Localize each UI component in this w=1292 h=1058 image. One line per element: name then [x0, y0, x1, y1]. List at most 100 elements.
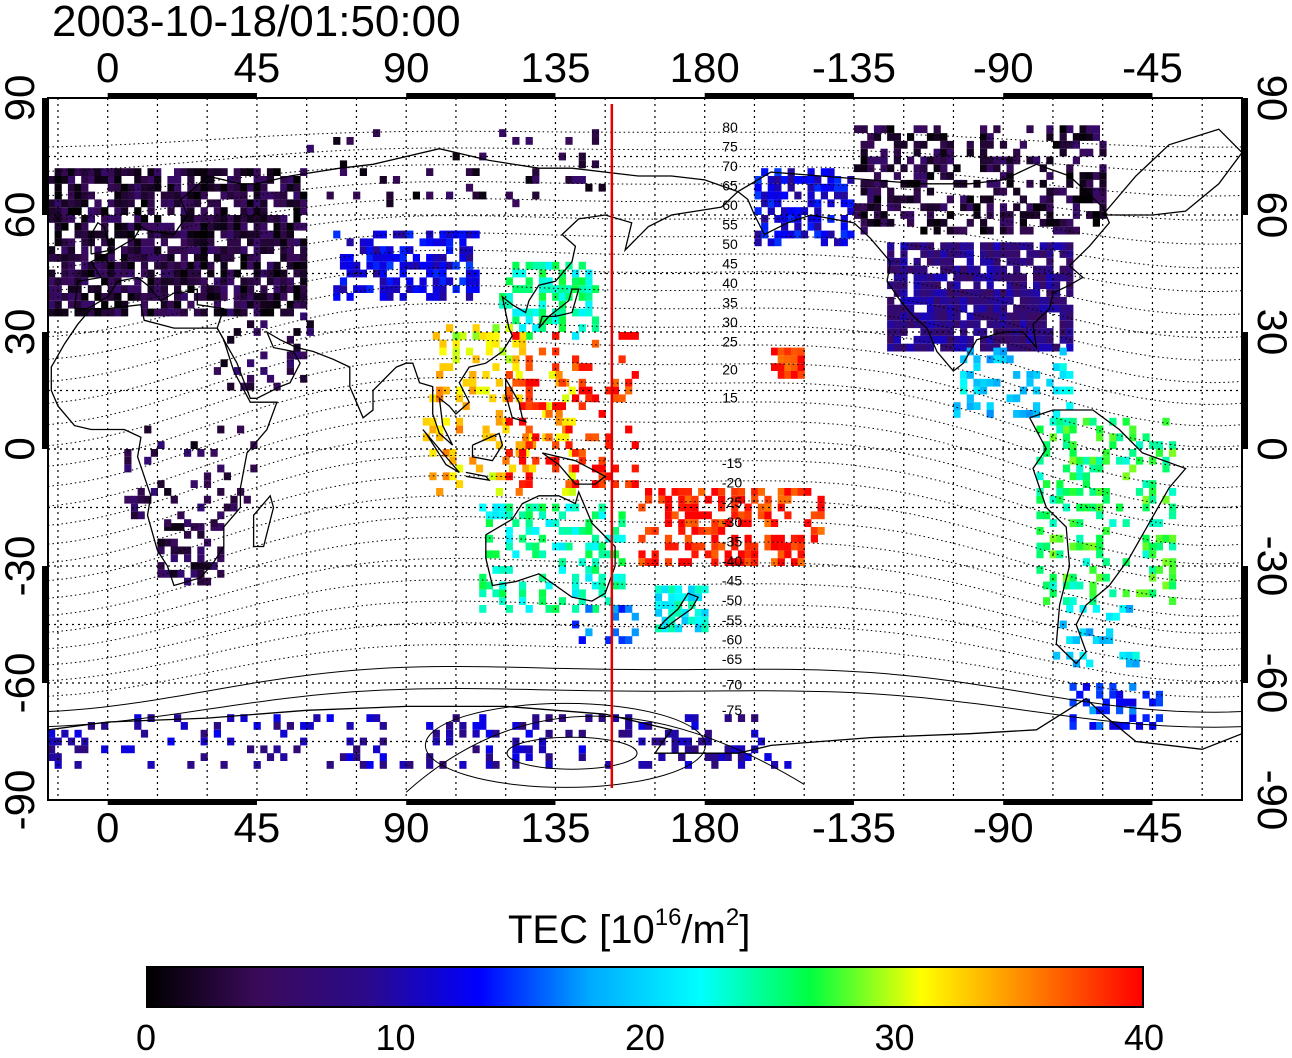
tec-cell: [913, 195, 921, 204]
tec-cell: [197, 523, 205, 531]
tec-cell: [1033, 250, 1041, 258]
tec-cell: [193, 215, 202, 223]
tec-cell: [220, 222, 228, 231]
tec-cell: [366, 714, 374, 722]
tec-cell: [439, 293, 447, 301]
tec-cell: [631, 464, 639, 473]
tec-cell: [737, 753, 746, 761]
tec-cell: [300, 191, 308, 200]
tec-cell: [940, 296, 948, 305]
tec-cell: [134, 191, 142, 200]
tec-cell: [101, 168, 109, 176]
tec-cell: [973, 281, 981, 290]
tec-cell: [220, 359, 228, 368]
tec-cell: [147, 222, 155, 231]
tec-cell: [247, 277, 255, 286]
tec-cell: [658, 495, 666, 504]
tec-cell: [127, 261, 135, 270]
tec-cell: [167, 183, 175, 192]
axis-tick-bars: [42, 93, 1248, 805]
tec-cell: [1069, 456, 1077, 465]
tec-cell: [439, 261, 447, 270]
tec-cell: [1033, 402, 1041, 410]
tec-cell: [558, 566, 566, 574]
tec-cell: [538, 285, 547, 293]
tec-cell: [797, 371, 805, 379]
contour-label: 30: [722, 314, 738, 330]
tec-cell: [121, 246, 129, 254]
tec-cell: [419, 238, 427, 247]
tec-cell: [174, 277, 182, 286]
tec-cell: [1006, 242, 1014, 251]
tec-cell: [479, 332, 487, 340]
tec-cell: [492, 324, 500, 332]
tec-cell: [1019, 273, 1027, 282]
tec-cell: [260, 230, 268, 239]
tec-cell: [558, 300, 566, 309]
tec-cell: [247, 230, 255, 239]
tec-cell: [492, 511, 500, 520]
tec-cell: [578, 378, 586, 387]
tec-cell: [512, 332, 520, 340]
tec-cell: [611, 628, 619, 637]
tec-cell: [432, 238, 440, 247]
tec-cell: [1019, 386, 1027, 395]
tec-cell: [160, 238, 168, 247]
tec-cell: [631, 612, 639, 621]
tec-cell: [525, 332, 533, 340]
tec-cell: [711, 761, 719, 769]
tec-cell: [532, 542, 540, 551]
tec-cell: [1039, 312, 1047, 321]
tec-cell: [764, 519, 772, 527]
tec-cell: [207, 293, 215, 301]
lat-label-left: -30: [0, 536, 43, 597]
tec-cell: [1033, 410, 1041, 418]
tec-cell: [887, 164, 895, 173]
contour-line: [48, 475, 1242, 565]
tec-cell: [190, 569, 198, 578]
tec-cell: [625, 722, 633, 730]
tec-cell: [459, 238, 467, 247]
tec-cell: [1039, 328, 1047, 336]
colorbar: [146, 966, 1144, 1008]
tec-cell: [684, 511, 692, 520]
tec-cell: [1155, 698, 1163, 707]
tec-cell: [1066, 636, 1074, 644]
tec-cell: [757, 488, 765, 496]
tec-cell: [512, 737, 520, 746]
tec-cell: [266, 191, 275, 200]
tec-cell: [840, 230, 848, 239]
tec-cell: [1006, 273, 1014, 282]
tec-cell: [754, 191, 762, 200]
tec-cell: [512, 722, 520, 730]
tec-cell: [190, 523, 198, 531]
tec-cell: [1019, 312, 1027, 321]
tec-cell: [1006, 218, 1014, 227]
tec-cell: [757, 503, 765, 512]
tec-cell: [419, 277, 427, 286]
lon-label-top: 180: [670, 44, 740, 91]
tec-cell: [800, 207, 809, 215]
tec-cell: [366, 261, 374, 270]
tec-cell: [253, 300, 261, 309]
tec-cell: [140, 729, 149, 738]
tec-cell: [286, 308, 294, 317]
tec-cell: [293, 183, 301, 192]
tec-cell: [174, 230, 182, 239]
tec-cell: [1149, 480, 1157, 488]
tec-cell: [505, 511, 513, 520]
tec-cell: [1013, 265, 1021, 274]
tec-cell: [373, 269, 381, 278]
tec-cell: [1039, 164, 1047, 173]
tec-cell: [525, 519, 533, 527]
tec-cell: [300, 246, 308, 254]
tec-cell: [101, 277, 109, 286]
tec-cell: [250, 464, 258, 473]
tec-cell: [81, 183, 89, 192]
tec-cell: [286, 222, 294, 231]
tec-cell: [538, 308, 547, 317]
tec-cell: [373, 129, 381, 137]
tec-cell: [618, 534, 626, 543]
tec-cell: [1089, 706, 1097, 715]
tec-cell: [187, 176, 195, 184]
